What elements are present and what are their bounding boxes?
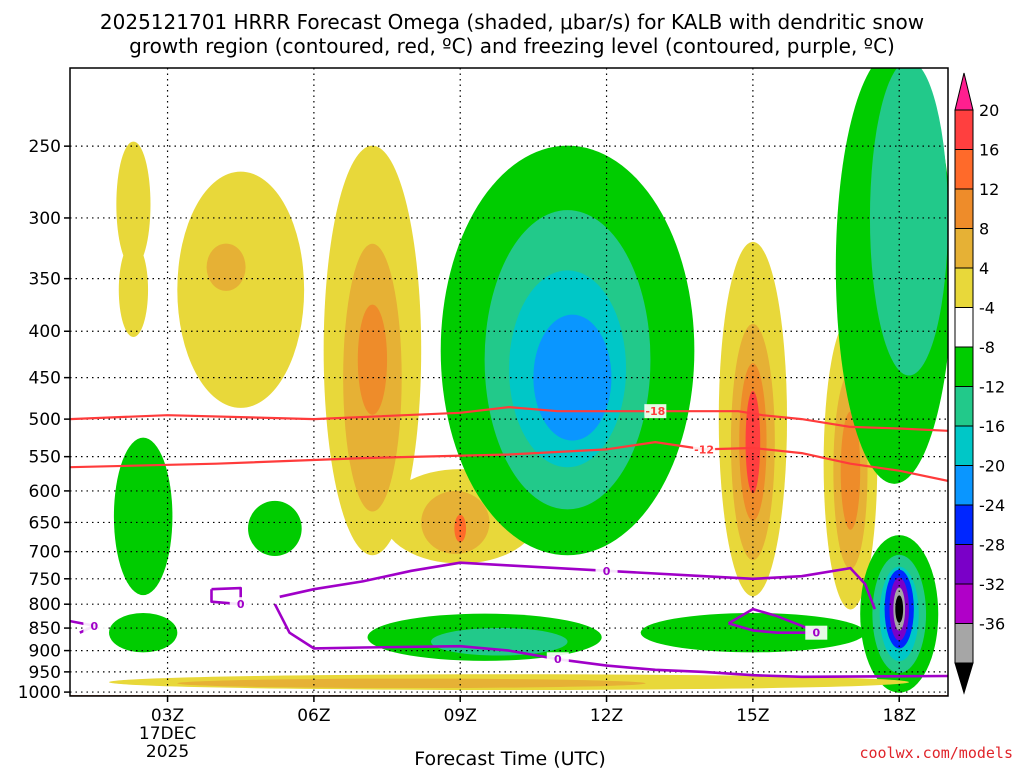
chart-title-line-2: growth region (contoured, red, ºC) and f…: [129, 34, 895, 58]
contour-label-4: 0: [812, 627, 820, 640]
colorbar-label-11: -28: [979, 536, 1005, 555]
colorbar-label-3: 8: [979, 220, 989, 239]
contour-label-5: 0: [91, 620, 99, 633]
omega-region-20-level-neg16: [533, 314, 612, 441]
colorbar-box-6: [954, 346, 974, 387]
omega-region-6-level-12: [357, 304, 388, 415]
colorbar-top-arrow: [954, 72, 974, 111]
x-axis-ticks: 03Z 06Z 09Z 12Z 15Z 18Z: [151, 696, 916, 726]
contour-lines: -18 -12 0 0 0 0 0: [70, 404, 948, 679]
colorbar: 20 16 12 8 4 -4 -8 -12 -16 -20 -24 -28 -32 -36: [954, 72, 1005, 695]
xtick-label-6: 06Z: [297, 706, 330, 726]
contour-label-1: -12: [694, 443, 714, 456]
omega-region-3-level-8: [206, 243, 246, 291]
colorbar-box-2: [954, 188, 974, 229]
colorbar-box-4: [954, 267, 974, 308]
ytick-label-950: 950: [29, 663, 61, 683]
x-axis-title: Forecast Time (UTC): [414, 748, 605, 768]
colorbar-box-3: [954, 228, 974, 269]
colorbar-label-2: 12: [979, 180, 999, 199]
omega-region-34-level-neg4: [640, 612, 866, 653]
colorbar-label-9: -20: [979, 457, 1005, 476]
ytick-label-700: 700: [29, 543, 61, 563]
contour-1: [70, 441, 948, 482]
plot-border: [69, 67, 949, 697]
contour-label-0: -18: [645, 405, 665, 418]
colorbar-label-0: 20: [979, 101, 999, 120]
omega-region-0-level-4: [116, 141, 151, 268]
omega-region-9-level-16: [454, 514, 467, 543]
colorbar-box-11: [954, 544, 974, 585]
contour-label-bg-0: [644, 404, 667, 419]
xtick-label-9: 09Z: [444, 706, 477, 726]
omega-region-2-level-4: [177, 171, 305, 408]
omega-region-33-level-neg8: [430, 627, 568, 656]
contour-label-bg-6: [229, 597, 252, 612]
ytick-label-450: 450: [29, 369, 61, 389]
chart-title-line-1: 2025121701 HRRR Forecast Omega (shaded, …: [100, 10, 924, 34]
contour-label-2: 0: [603, 565, 611, 578]
colorbar-label-13: -36: [979, 615, 1005, 634]
xtick-label-15: 15Z: [736, 706, 769, 726]
contour-label-bg-1: [693, 442, 716, 457]
contour-label-bg-3: [546, 652, 569, 667]
colorbar-label-5: -4: [979, 299, 995, 318]
contour-label-bg-2: [595, 563, 618, 578]
date-label-year: 2025: [146, 742, 189, 762]
ytick-label-300: 300: [29, 209, 61, 229]
colorbar-bottom-arrow: [954, 662, 974, 695]
colorbar-label-1: 16: [979, 141, 999, 160]
omega-region-37-level-8: [177, 678, 646, 689]
contour-label-bg-4: [805, 625, 828, 640]
contour-label-6: 0: [237, 598, 245, 611]
omega-region-29-level-neg36: [895, 595, 904, 623]
colorbar-box-1: [954, 149, 974, 190]
ytick-label-850: 850: [29, 619, 61, 639]
gridlines: [70, 68, 948, 696]
omega-region-1-level-4: [118, 242, 149, 338]
colorbar-box-0: [954, 109, 974, 150]
ytick-label-500: 500: [29, 410, 61, 430]
omega-region-16-level-12: [840, 411, 861, 530]
xtick-label-18: 18Z: [883, 706, 916, 726]
xtick-label-12: 12Z: [590, 706, 623, 726]
colorbar-box-12: [954, 583, 974, 624]
xtick-label-3: 03Z: [151, 706, 184, 726]
colorbar-label-10: -24: [979, 496, 1005, 515]
ytick-label-600: 600: [29, 482, 61, 502]
omega-region-31-level-neg4: [248, 500, 302, 557]
plot-frame: [69, 67, 949, 697]
ytick-label-800: 800: [29, 595, 61, 615]
colorbar-box-9: [954, 465, 974, 506]
ytick-label-350: 350: [29, 270, 61, 290]
colorbar-label-8: -16: [979, 417, 1005, 436]
omega-region-35-level-neg4: [109, 612, 178, 653]
colorbar-label-6: -8: [979, 338, 995, 357]
ytick-label-900: 900: [29, 642, 61, 662]
colorbar-box-5: [954, 307, 974, 348]
omega-region-30-level-neg4: [113, 437, 173, 596]
y-axis-ticks: 250 300 350 400 450 500 550 600 650 700 750 800 850 9…: [18, 137, 70, 703]
ytick-label-250: 250: [29, 137, 61, 157]
omega-shading: [109, 68, 948, 693]
ytick-label-650: 650: [29, 513, 61, 533]
ytick-label-550: 550: [29, 448, 61, 468]
omega-region-22-level-neg8: [869, 68, 948, 376]
colorbar-box-7: [954, 386, 974, 427]
date-label-day: 17DEC: [139, 724, 196, 744]
colorbar-label-4: 4: [979, 259, 989, 278]
colorbar-box-10: [954, 504, 974, 545]
colorbar-label-12: -32: [979, 575, 1005, 594]
ytick-label-750: 750: [29, 570, 61, 590]
colorbar-box-13: [954, 623, 974, 664]
ytick-label-400: 400: [29, 322, 61, 342]
credit-text[interactable]: coolwx.com/models: [859, 744, 1013, 762]
contour-label-3: 0: [554, 653, 562, 666]
colorbar-label-7: -12: [979, 378, 1005, 397]
contour-label-bg-5: [83, 618, 106, 633]
ytick-label-1000: 1000: [18, 683, 61, 703]
colorbar-box-8: [954, 425, 974, 466]
